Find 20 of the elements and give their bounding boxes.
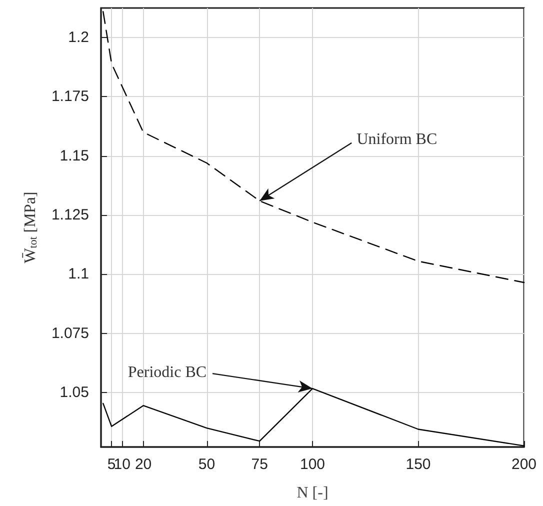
x-tick-label: 150 bbox=[406, 456, 431, 473]
y-tick-label: 1.15 bbox=[60, 147, 89, 164]
y-tick-label: 1.175 bbox=[51, 88, 89, 106]
x-tick-label: 50 bbox=[198, 456, 216, 473]
line-series bbox=[102, 10, 525, 284]
x-tick-label: 100 bbox=[300, 456, 326, 473]
x-tick-label: 10 bbox=[114, 456, 130, 473]
y-tick-label: 1.1 bbox=[68, 266, 89, 283]
y-tick-label: 1.05 bbox=[60, 384, 89, 402]
annotation: Periodic BC bbox=[128, 364, 207, 382]
x-axis-title: N [-] bbox=[296, 484, 328, 502]
y-tick-label: 1.125 bbox=[51, 206, 89, 224]
x-tick-label: 5 bbox=[107, 456, 116, 473]
annotation: Uniform BC bbox=[356, 131, 438, 148]
y-tick-label: 1.2 bbox=[68, 29, 89, 46]
y-axis-title: W̄tot [MPa] bbox=[22, 192, 40, 264]
x-tick-label: 200 bbox=[511, 456, 537, 473]
x-tick-label: 75 bbox=[251, 456, 268, 473]
y-tick-label: 1.075 bbox=[51, 324, 89, 342]
x-tick-label: 20 bbox=[134, 456, 152, 473]
